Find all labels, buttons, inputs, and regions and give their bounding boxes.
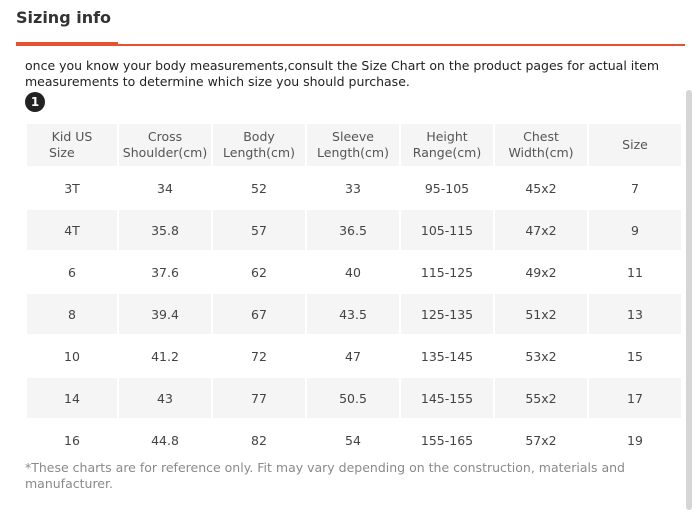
size-chart-table: Kid US Size Cross Shoulder(cm) Body Length(… (25, 122, 683, 462)
table-cell: 14 (27, 378, 117, 418)
header-line: Kid US (51, 129, 93, 144)
step-number-badge: 1 (25, 92, 45, 112)
header-kid-us-size: Kid US Size (27, 124, 117, 166)
table-header-row: Kid US Size Cross Shoulder(cm) Body Length(… (27, 124, 681, 166)
table-cell: 55x2 (495, 378, 587, 418)
header-line: Body (243, 129, 275, 144)
table-cell: 9 (589, 210, 681, 250)
header-size: Size (589, 124, 681, 166)
table-cell: 35.8 (119, 210, 211, 250)
table-row: 14 43 77 50.5 145-155 55x2 17 (27, 378, 681, 418)
table-cell: 13 (589, 294, 681, 334)
table-cell: 115-125 (401, 252, 493, 292)
header-divider (16, 44, 685, 46)
table-cell: 54 (307, 420, 399, 460)
header-sleeve-length: Sleeve Length(cm) (307, 124, 399, 166)
table-cell: 6 (27, 252, 117, 292)
table-cell: 145-155 (401, 378, 493, 418)
table-cell: 43.5 (307, 294, 399, 334)
table-cell: 77 (213, 378, 305, 418)
table-cell: 62 (213, 252, 305, 292)
header-chest-width: Chest Width(cm) (495, 124, 587, 166)
scrollbar[interactable] (686, 90, 692, 510)
table-cell: 45x2 (495, 168, 587, 208)
table-row: 16 44.8 82 54 155-165 57x2 19 (27, 420, 681, 460)
header-height-range: Height Range(cm) (401, 124, 493, 166)
table-cell: 49x2 (495, 252, 587, 292)
table-cell: 50.5 (307, 378, 399, 418)
table-cell: 34 (119, 168, 211, 208)
header-body-length: Body Length(cm) (213, 124, 305, 166)
table-cell: 47 (307, 336, 399, 376)
section-title: Sizing info (16, 8, 112, 27)
table-cell: 51x2 (495, 294, 587, 334)
header-line: Size (622, 137, 648, 152)
table-cell: 8 (27, 294, 117, 334)
table-cell: 53x2 (495, 336, 587, 376)
header-line: Range(cm) (412, 145, 482, 160)
table-cell: 135-145 (401, 336, 493, 376)
table-cell: 41.2 (119, 336, 211, 376)
table-cell: 3T (27, 168, 117, 208)
table-row: 3T 34 52 33 95-105 45x2 7 (27, 168, 681, 208)
table-row: 4T 35.8 57 36.5 105-115 47x2 9 (27, 210, 681, 250)
header-line: Length(cm) (317, 145, 389, 160)
table-cell: 44.8 (119, 420, 211, 460)
table-cell: 67 (213, 294, 305, 334)
table-cell: 16 (27, 420, 117, 460)
table-cell: 40 (307, 252, 399, 292)
table-cell: 19 (589, 420, 681, 460)
table-cell: 39.4 (119, 294, 211, 334)
table-cell: 82 (213, 420, 305, 460)
table-cell: 15 (589, 336, 681, 376)
disclaimer-note: *These charts are for reference only. Fi… (25, 460, 625, 491)
table-cell: 155-165 (401, 420, 493, 460)
header-line: Chest (523, 129, 559, 144)
table-cell: 43 (119, 378, 211, 418)
table-cell: 17 (589, 378, 681, 418)
table-cell: 57x2 (495, 420, 587, 460)
table-cell: 10 (27, 336, 117, 376)
table-cell: 57 (213, 210, 305, 250)
table-cell: 72 (213, 336, 305, 376)
intro-text: once you know your body measurements,con… (25, 58, 660, 89)
table-cell: 36.5 (307, 210, 399, 250)
table-cell: 125-135 (401, 294, 493, 334)
table-cell: 7 (589, 168, 681, 208)
header-cross-shoulder: Cross Shoulder(cm) (119, 124, 211, 166)
header-line: Height (426, 129, 468, 144)
header-line: Width(cm) (508, 145, 574, 160)
table-cell: 11 (589, 252, 681, 292)
table-cell: 37.6 (119, 252, 211, 292)
header-line: Shoulder(cm) (122, 145, 208, 160)
section-header: Sizing info (0, 0, 692, 46)
header-line: Length(cm) (223, 145, 295, 160)
header-line: Cross (147, 129, 183, 144)
table-cell: 52 (213, 168, 305, 208)
table-cell: 47x2 (495, 210, 587, 250)
table-cell: 33 (307, 168, 399, 208)
header-line: Size (49, 145, 75, 160)
table-row: 10 41.2 72 47 135-145 53x2 15 (27, 336, 681, 376)
table-cell: 105-115 (401, 210, 493, 250)
table-row: 8 39.4 67 43.5 125-135 51x2 13 (27, 294, 681, 334)
table-cell: 95-105 (401, 168, 493, 208)
table-row: 6 37.6 62 40 115-125 49x2 11 (27, 252, 681, 292)
header-line: Sleeve (332, 129, 374, 144)
table-cell: 4T (27, 210, 117, 250)
